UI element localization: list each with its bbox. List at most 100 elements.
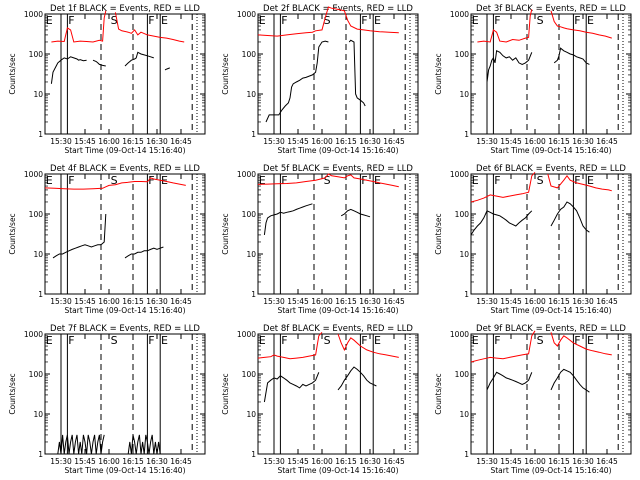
x-tick-label: 16:15 xyxy=(122,297,144,306)
x-axis-label: Start Time (09-Oct-14 15:16:40) xyxy=(64,146,185,155)
x-tick-label: 15:45 xyxy=(500,457,522,466)
interval-marker-label: F xyxy=(68,14,74,27)
interval-marker-label: F xyxy=(494,174,500,187)
y-axis-label: Counts/sec xyxy=(8,373,17,414)
x-tick-label: 16:15 xyxy=(335,137,357,146)
interval-marker-label: F xyxy=(361,14,367,27)
interval-marker-label: E xyxy=(374,174,381,187)
x-tick-label: 16:30 xyxy=(146,457,168,466)
x-axis-label: Start Time (09-Oct-14 15:16:40) xyxy=(490,306,611,315)
x-tick-label: 16:00 xyxy=(524,457,546,466)
lld-series-line xyxy=(257,6,399,37)
x-tick-label: 16:30 xyxy=(572,297,594,306)
x-tick-label: 15:30 xyxy=(50,137,72,146)
y-tick-label: 1 xyxy=(464,450,469,459)
interval-marker-label: E xyxy=(46,174,53,187)
interval-marker-label: E xyxy=(46,14,53,27)
events-series-line xyxy=(127,434,161,455)
lld-series-line xyxy=(337,333,399,358)
x-tick-label: 16:15 xyxy=(122,457,144,466)
x-tick-label: 16:30 xyxy=(146,137,168,146)
x-tick-label: 16:15 xyxy=(548,457,570,466)
x-tick-label: 15:45 xyxy=(74,457,96,466)
x-tick-label: 15:30 xyxy=(476,137,498,146)
interval-marker-label: E xyxy=(472,334,479,347)
y-tick-label: 1 xyxy=(251,130,256,139)
plot-frame xyxy=(257,173,419,295)
plot-frame xyxy=(257,13,419,135)
events-series-line xyxy=(265,40,329,123)
x-tick-label: 16:45 xyxy=(170,297,192,306)
y-axis-label: Counts/sec xyxy=(8,53,17,94)
x-tick-label: 15:30 xyxy=(50,457,72,466)
x-tick-label: 16:15 xyxy=(548,137,570,146)
x-tick-label: 15:30 xyxy=(263,297,285,306)
events-series-line xyxy=(263,203,313,235)
x-tick-label: 16:00 xyxy=(311,297,333,306)
interval-marker-label: F xyxy=(574,14,580,27)
interval-marker-label: E xyxy=(259,334,266,347)
y-tick-label: 100 xyxy=(242,370,257,379)
y-tick-label: 1000 xyxy=(24,10,43,19)
chart-panel-2: Det 2f BLACK = Events, RED = LLD11010010… xyxy=(221,4,419,155)
x-tick-label: 16:45 xyxy=(170,137,192,146)
plot-frame xyxy=(470,173,632,295)
interval-marker-label: E xyxy=(259,174,266,187)
x-axis-label: Start Time (09-Oct-14 15:16:40) xyxy=(490,466,611,475)
y-tick-label: 100 xyxy=(242,210,257,219)
x-tick-label: 16:00 xyxy=(98,137,120,146)
interval-marker-label: S xyxy=(111,14,118,27)
y-tick-label: 10 xyxy=(33,90,43,99)
x-tick-label: 15:30 xyxy=(50,297,72,306)
lld-series-line xyxy=(257,331,323,360)
x-tick-label: 16:00 xyxy=(311,137,333,146)
chart-panel-6: Det 6f BLACK = Events, RED = LLD 1 10 100 10… xyxy=(434,164,632,315)
interval-marker-label: F xyxy=(281,14,287,27)
y-tick-label: 10 xyxy=(459,410,469,419)
interval-marker-label: E xyxy=(161,334,168,347)
events-series-line xyxy=(470,210,533,236)
interval-marker-label: F xyxy=(281,334,287,347)
interval-marker-label: F xyxy=(148,334,154,347)
x-tick-label: 15:45 xyxy=(74,297,96,306)
x-tick-label: 16:45 xyxy=(383,137,405,146)
y-tick-label: 1 xyxy=(38,450,43,459)
x-tick-label: 16:15 xyxy=(335,297,357,306)
y-tick-label: 10 xyxy=(246,250,256,259)
y-axis-label: Counts/sec xyxy=(221,373,230,414)
events-series-line xyxy=(337,366,377,391)
interval-marker-label: F xyxy=(148,174,154,187)
plot-frame xyxy=(44,173,206,295)
x-tick-label: 15:30 xyxy=(263,457,285,466)
x-tick-label: 16:45 xyxy=(596,137,618,146)
interval-marker-label: F xyxy=(574,334,580,347)
events-series-line xyxy=(553,47,590,65)
y-tick-label: 1 xyxy=(251,450,256,459)
x-tick-label: 16:45 xyxy=(596,297,618,306)
y-tick-label: 1000 xyxy=(237,330,256,339)
chart-title: Det 1f BLACK = Events, RED = LLD xyxy=(50,4,200,14)
y-axis-label: Counts/sec xyxy=(434,213,443,254)
interval-marker-label: S xyxy=(537,174,544,187)
plot-frame xyxy=(470,13,632,135)
lld-series-line xyxy=(550,332,612,356)
y-axis-label: Counts/sec xyxy=(221,53,230,94)
interval-marker-label: S xyxy=(324,334,331,347)
lld-series-line xyxy=(51,10,107,43)
lld-series-line xyxy=(470,171,536,203)
x-tick-label: 16:45 xyxy=(596,457,618,466)
y-tick-label: 1 xyxy=(251,290,256,299)
y-tick-label: 10 xyxy=(459,90,469,99)
x-tick-label: 16:45 xyxy=(383,297,405,306)
lld-series-line xyxy=(114,12,185,43)
chart-title: Det 4f BLACK = Events, RED = LLD xyxy=(50,164,200,174)
interval-marker-label: F xyxy=(148,14,154,27)
y-tick-label: 10 xyxy=(33,410,43,419)
y-axis-label: Counts/sec xyxy=(8,213,17,254)
interval-marker-label: S xyxy=(324,14,331,27)
y-tick-label: 1 xyxy=(464,130,469,139)
chart-title: Det 5f BLACK = Events, RED = LLD xyxy=(263,164,413,174)
x-tick-label: 16:00 xyxy=(311,457,333,466)
chart-title: Det 6f BLACK = Events, RED = LLD xyxy=(476,164,626,174)
interval-marker-label: S xyxy=(537,14,544,27)
